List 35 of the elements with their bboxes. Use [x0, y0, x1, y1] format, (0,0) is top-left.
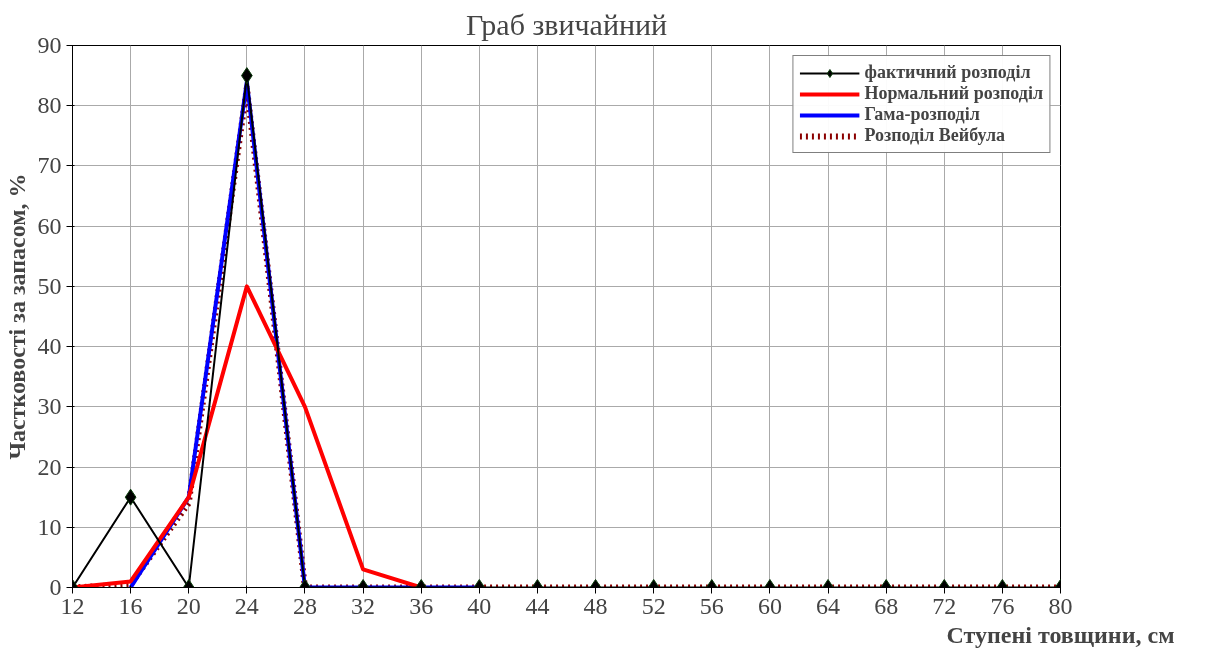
x-tick-label: 40 — [467, 592, 492, 619]
x-tick-label: 48 — [583, 592, 608, 619]
y-tick-label: 70 — [37, 152, 62, 179]
x-tick-label: 16 — [118, 592, 143, 619]
x-tick-label: 36 — [409, 592, 434, 619]
x-tick-label: 28 — [292, 592, 317, 619]
x-tick-label: 44 — [525, 592, 550, 619]
y-tick-label: 60 — [37, 212, 62, 239]
x-tick-label: 68 — [874, 592, 899, 619]
legend-label: фактичний розподіл — [864, 62, 1031, 83]
legend-label: Розподіл Вейбула — [864, 125, 1006, 146]
legend-label: Гама-розподіл — [864, 104, 980, 125]
x-tick-label: 20 — [176, 592, 201, 619]
x-tick-label: 60 — [757, 592, 782, 619]
x-tick-label: 72 — [932, 592, 957, 619]
y-tick-label: 10 — [37, 513, 62, 540]
x-tick-label: 56 — [699, 592, 724, 619]
y-axis-title: Частковості за запасом, % — [3, 173, 30, 460]
y-tick-label: 0 — [49, 574, 62, 600]
x-tick-label: 80 — [1048, 592, 1073, 619]
y-tick-label: 30 — [37, 393, 62, 420]
legend-label: Нормальний розподіл — [864, 83, 1043, 104]
y-tick-label: 50 — [37, 272, 62, 299]
y-tick-label: 20 — [37, 453, 62, 480]
x-tick-label: 24 — [234, 592, 259, 619]
x-tick-label: 32 — [351, 592, 376, 619]
y-tick-label: 90 — [37, 32, 62, 58]
y-tick-label: 40 — [37, 333, 62, 360]
chart-title: Граб звичайний — [465, 7, 668, 41]
x-tick-label: 52 — [641, 592, 666, 619]
x-tick-label: 76 — [990, 592, 1015, 619]
y-tick-label: 80 — [37, 92, 62, 119]
x-tick-label: 12 — [60, 592, 85, 619]
x-axis-title: Ступені товщини, см — [946, 621, 1175, 648]
x-tick-label: 64 — [816, 592, 841, 619]
